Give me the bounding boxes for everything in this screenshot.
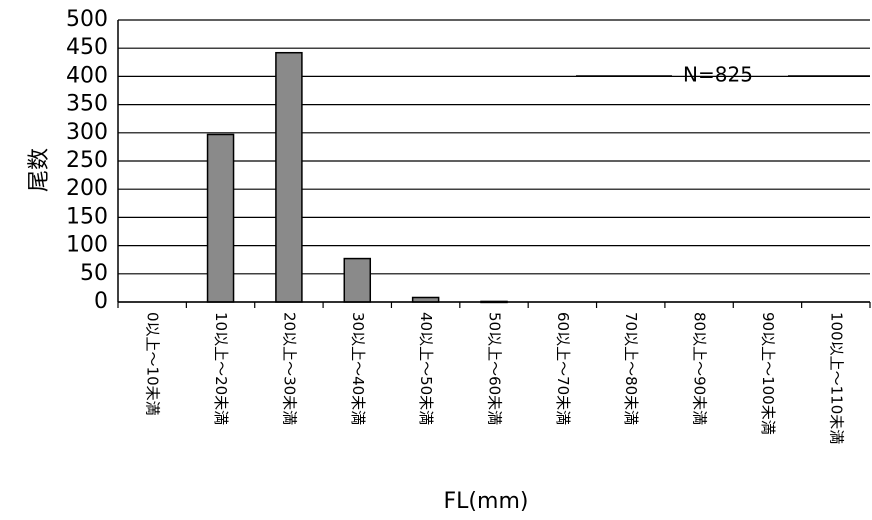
x-category-label: 50以上～60未満 [486, 312, 504, 425]
y-tick-label: 500 [66, 7, 108, 32]
grid-lines [118, 19, 870, 303]
y-tick-label: 450 [66, 35, 108, 60]
bar [275, 51, 303, 303]
bars [206, 51, 508, 304]
x-category-label: 80以上～90未満 [691, 312, 709, 425]
x-category-label: 70以上～80未満 [622, 312, 640, 425]
x-category-label: 10以上～20未満 [212, 312, 230, 425]
y-tick-label: 350 [66, 92, 108, 117]
annotation-n: N=825 [683, 63, 753, 87]
y-tick-label: 200 [66, 176, 108, 201]
y-tick-label: 0 [94, 289, 108, 314]
y-tick-label: 300 [66, 120, 108, 145]
x-category-label: 90以上～100未満 [759, 312, 777, 435]
y-tick-label: 150 [66, 204, 108, 229]
x-category-label: 20以上～30未満 [280, 312, 298, 425]
x-category-label: 30以上～40未満 [349, 312, 367, 425]
y-tick-label: 50 [80, 261, 108, 286]
x-axis-title: FL(mm) [444, 489, 529, 514]
x-category-labels: 0以上～10未満 10以上～20未満 20以上～30未満 30以上～40未満 40以上～… [144, 312, 846, 444]
x-category-label: 40以上～50未満 [417, 312, 435, 425]
x-category-label: 0以上～10未満 [144, 312, 162, 416]
annotation-group: N=825 [576, 63, 870, 87]
x-category-label: 100以上～110未満 [827, 312, 845, 444]
axes [117, 20, 871, 308]
y-tick-label: 250 [66, 148, 108, 173]
bar [343, 257, 372, 303]
y-tick-label: 400 [66, 63, 108, 88]
bar [206, 133, 235, 303]
y-axis-title: 尾数 [27, 148, 52, 192]
x-category-label: 60以上～70未満 [554, 312, 572, 425]
y-tick-labels: 0 50 100 150 200 250 300 350 400 450 500 [66, 7, 108, 314]
y-tick-label: 100 [66, 233, 108, 258]
